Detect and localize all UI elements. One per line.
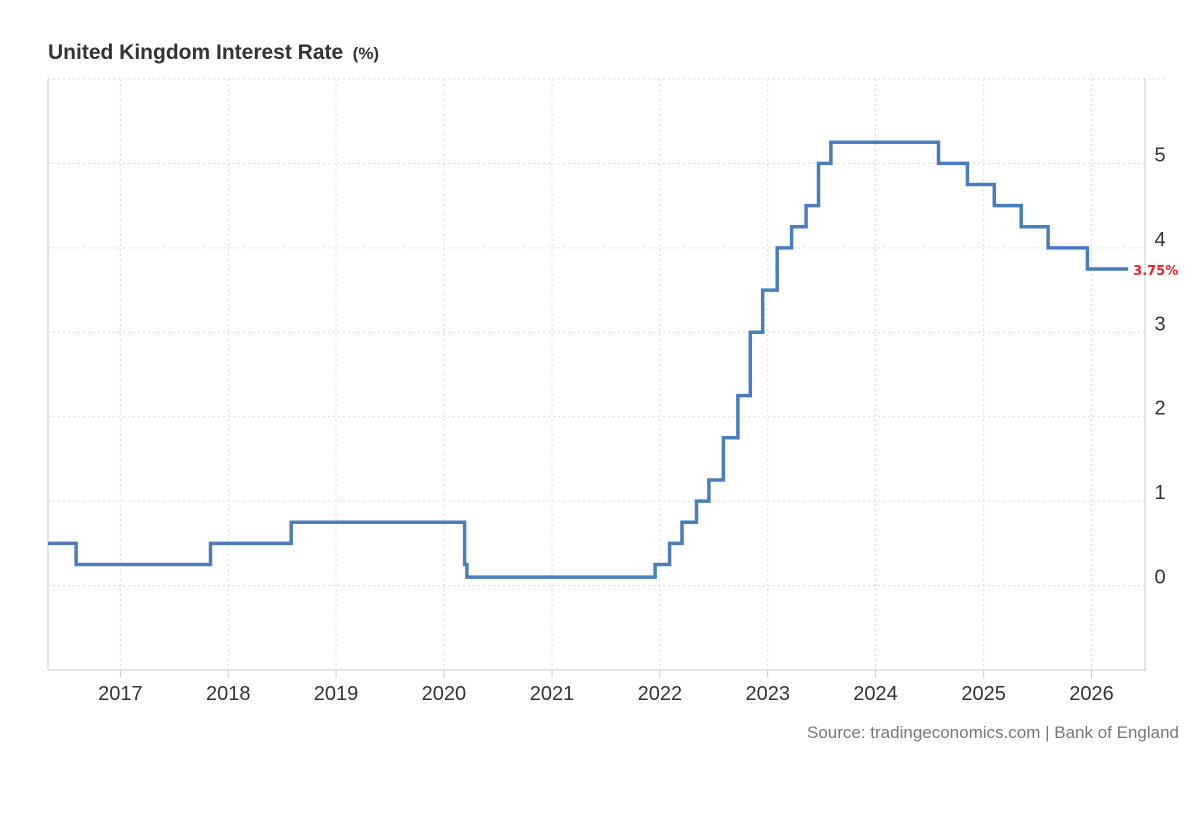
y-tick-label: 2 (1154, 398, 1165, 420)
chart-title-text: United Kingdom Interest Rate (48, 41, 343, 64)
y-axis-ticks: 0 1 2 3 4 5 (1154, 144, 1165, 588)
x-tick-label: 2021 (530, 683, 575, 705)
chart-title: United Kingdom Interest Rate (%) (48, 41, 379, 64)
y-tick-label: 0 (1154, 567, 1165, 589)
chart-title-unit: (%) (353, 44, 379, 63)
y-tick-label: 5 (1154, 144, 1165, 166)
x-tick-label: 2024 (853, 683, 898, 705)
y-tick-label: 4 (1154, 229, 1165, 251)
x-tick-label: 2020 (422, 683, 467, 705)
x-tick-label: 2025 (961, 683, 1006, 705)
y-tick-label: 3 (1154, 313, 1165, 335)
x-tick-label: 2023 (745, 683, 790, 705)
source-text: Source: tradingeconomics.com | Bank of E… (807, 723, 1179, 742)
rate-series-line (48, 140, 1129, 579)
series-layer (48, 140, 1129, 579)
x-tick-label: 2026 (1069, 683, 1114, 705)
x-tick-label: 2019 (314, 683, 359, 705)
gridlines (48, 78, 1165, 670)
x-tick-label: 2018 (206, 683, 251, 705)
x-tick-label: 2022 (638, 683, 683, 705)
x-tick-label: 2017 (98, 683, 143, 705)
axes (47, 79, 1146, 678)
y-tick-label: 1 (1154, 482, 1165, 504)
x-axis-ticks: 2017 2018 2019 2020 2021 2022 2023 2024 2025 2026 (98, 683, 1114, 705)
last-value-label: 3.75% (1133, 264, 1178, 279)
